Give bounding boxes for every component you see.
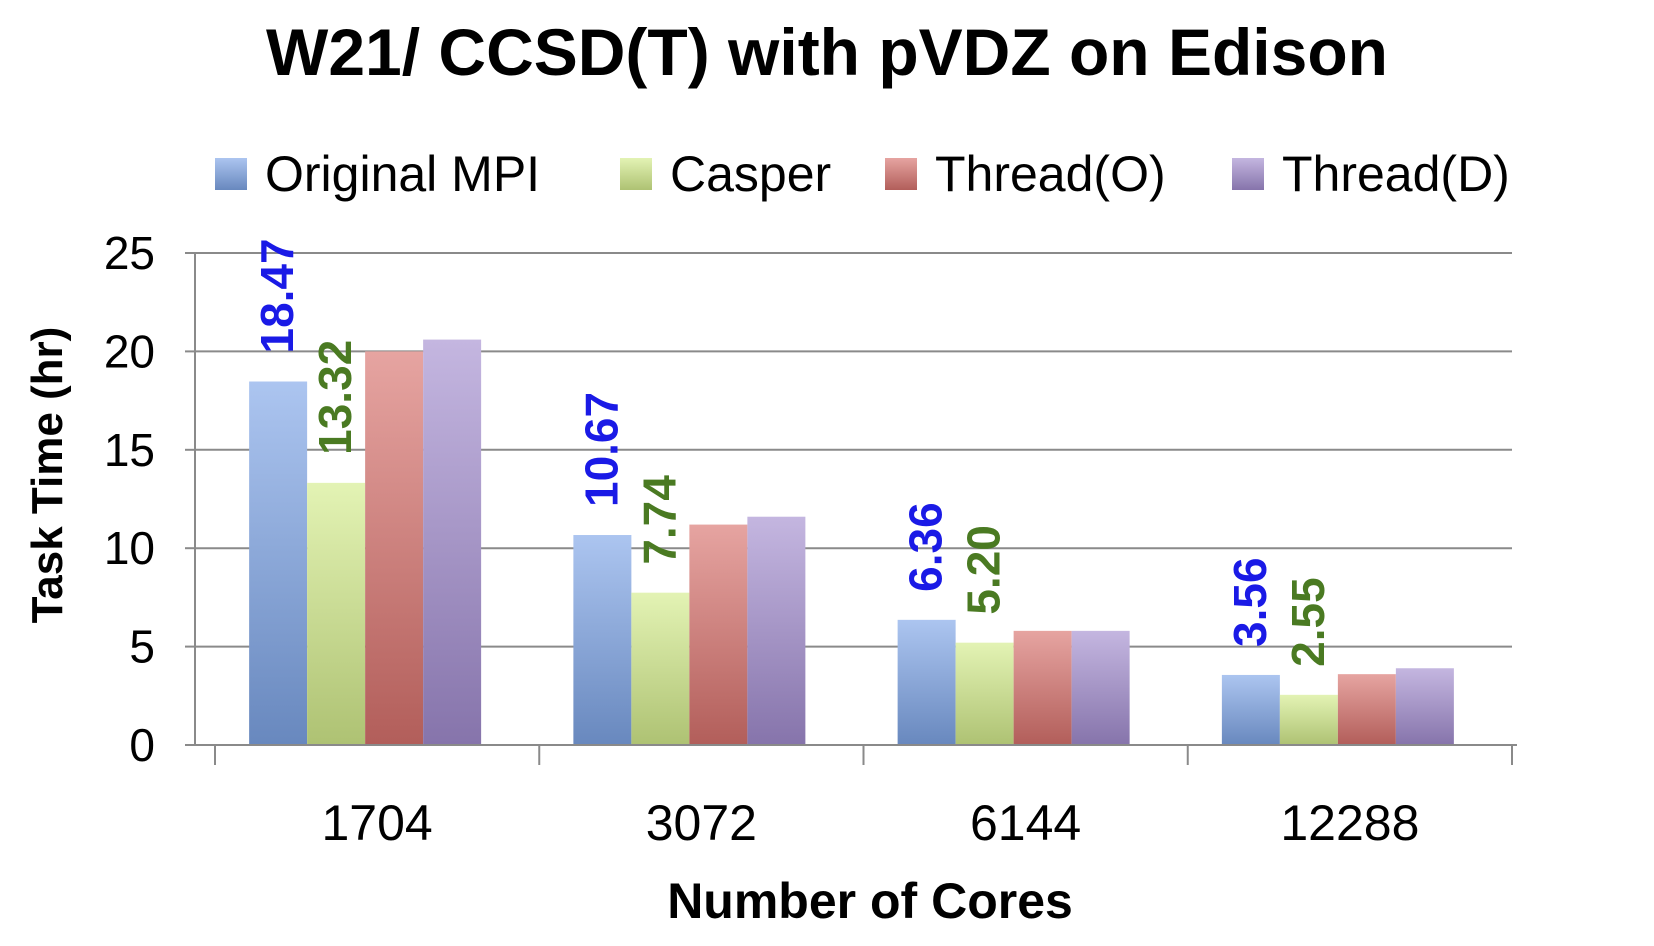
data-label: 6.36 (900, 502, 952, 592)
data-label: 5.20 (958, 525, 1010, 615)
legend-swatch (215, 158, 247, 190)
data-label: 18.47 (251, 238, 303, 353)
bar (1071, 630, 1130, 745)
y-tick-label: 15 (104, 424, 155, 476)
data-label: 7.74 (633, 475, 685, 565)
bar (423, 339, 482, 745)
legend: Original MPI Casper Thread(O) Thread(D) (215, 146, 1510, 202)
bar (955, 642, 1014, 745)
y-tick-label: 10 (104, 522, 155, 574)
legend-swatch (620, 158, 652, 190)
legend-label: Thread(D) (1282, 146, 1510, 202)
bar (747, 516, 806, 745)
x-tick-label: 6144 (970, 795, 1081, 851)
y-tick-label: 20 (104, 325, 155, 377)
bar (1395, 668, 1454, 745)
x-tick-label: 1704 (322, 795, 433, 851)
bar (365, 351, 424, 745)
legend-label: Original MPI (265, 146, 540, 202)
y-tick-label: 0 (129, 719, 155, 771)
bar (1337, 674, 1396, 745)
legend-swatch (1232, 158, 1264, 190)
bar (249, 381, 308, 745)
bar (689, 524, 748, 745)
x-tick-label: 3072 (646, 795, 757, 851)
bar (1221, 674, 1280, 745)
y-axis-label: Task Time (hr) (23, 327, 72, 624)
y-tick-label: 5 (129, 621, 155, 673)
data-label: 13.32 (309, 340, 361, 455)
bar (573, 535, 632, 745)
bar (1013, 630, 1072, 745)
data-label: 3.56 (1224, 557, 1276, 647)
bars (249, 339, 1454, 745)
bar (631, 592, 690, 745)
bar (1279, 694, 1338, 745)
bar (897, 619, 956, 745)
data-label: 10.67 (575, 392, 627, 507)
y-tick-label: 25 (104, 227, 155, 279)
chart-title: W21/ CCSD(T) with pVDZ on Edison (266, 15, 1388, 89)
legend-label: Casper (670, 146, 831, 202)
legend-label: Thread(O) (935, 146, 1166, 202)
bar (307, 482, 366, 745)
y-axis: 0 5 10 15 20 25 (104, 227, 196, 771)
legend-swatch (885, 158, 917, 190)
x-axis: 1704 3072 6144 12288 (195, 744, 1517, 851)
data-label: 2.55 (1282, 577, 1334, 667)
x-axis-label: Number of Cores (667, 873, 1073, 929)
x-tick-label: 12288 (1280, 795, 1419, 851)
